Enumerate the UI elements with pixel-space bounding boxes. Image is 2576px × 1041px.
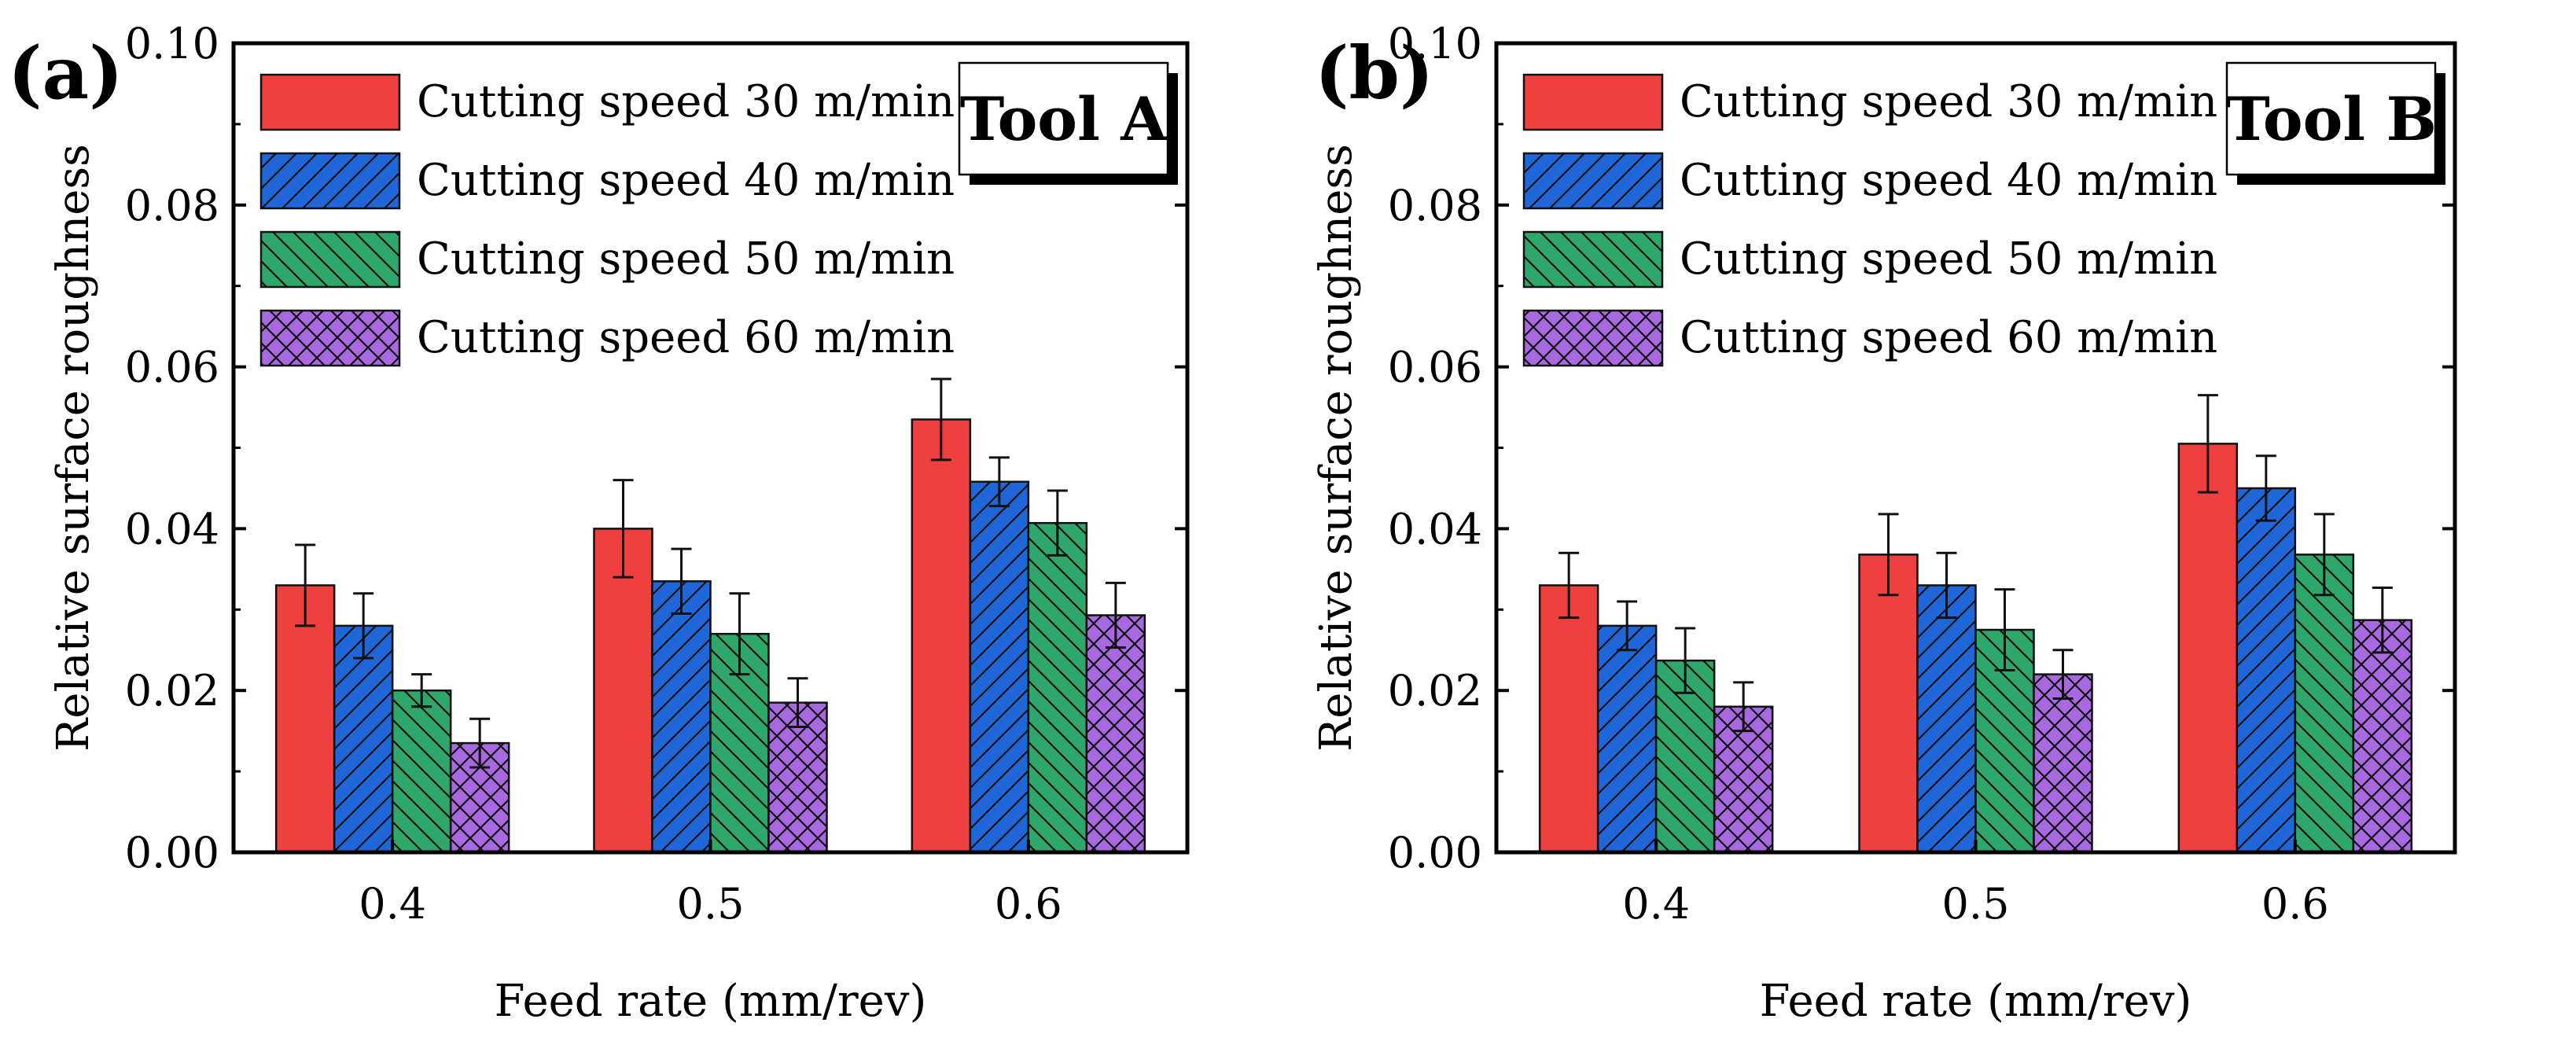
bar-1-s3-c2 <box>2352 619 2413 854</box>
bar-0-s3-c2 <box>1085 614 1146 854</box>
y-axis-title-0: Relative surface roughness <box>48 144 99 752</box>
xtick-label-1-0: 0.4 <box>1622 879 1690 929</box>
legend-swatch-0-2 <box>259 230 401 289</box>
ytick-label-0-0: 0.00 <box>125 828 219 877</box>
ytick-label-0-2: 0.04 <box>125 504 219 554</box>
bar-1-s0-c0 <box>1538 584 1599 854</box>
ytick-label-0-3: 0.06 <box>125 343 219 392</box>
legend-label-1-0: Cutting speed 30 m/min <box>1680 76 2217 127</box>
tool-label-box-0 <box>958 61 1169 176</box>
chart-panel-0: 0.00 0.02 0.04 0.06 0.08 0.10 0.4 0.5 0.6 Feed ra… <box>8 19 1190 1027</box>
bar-1-s0-c1 <box>1858 554 1919 854</box>
ytick-label-1-5: 0.10 <box>1388 19 1482 68</box>
panel-label-0: (a) <box>8 31 123 116</box>
ytick-label-1-0: 0.00 <box>1388 828 1482 877</box>
bar-0-s1-c2 <box>969 480 1030 854</box>
bar-1-s1-c1 <box>1916 584 1977 854</box>
legend-0: Cutting speed 30 m/min Cutting speed 40 m… <box>259 73 955 367</box>
bar-0-s1-c0 <box>333 624 394 854</box>
ytick-label-1-1: 0.02 <box>1388 666 1482 715</box>
bar-1-s1-c2 <box>2236 487 2297 854</box>
bar-0-s0-c0 <box>274 584 336 854</box>
legend-swatch-0-3 <box>259 309 401 367</box>
bar-0-s2-c2 <box>1027 521 1088 854</box>
legend-label-1-2: Cutting speed 50 m/min <box>1680 234 2217 285</box>
legend-swatch-0-0 <box>259 73 401 131</box>
legend-label-0-3: Cutting speed 60 m/min <box>417 312 955 363</box>
xtick-label-0-0: 0.4 <box>359 879 426 929</box>
y-axis-title-1: Relative surface roughness <box>1311 144 1362 752</box>
panel-label-1: (b) <box>1315 31 1433 116</box>
xtick-label-0-2: 0.6 <box>995 879 1062 929</box>
ytick-label-1-2: 0.04 <box>1388 504 1482 554</box>
legend-swatch-1-2 <box>1522 230 1664 289</box>
x-axis-title-1: Feed rate (mm/rev) <box>1760 976 2192 1027</box>
ytick-label-1-4: 0.08 <box>1388 181 1482 230</box>
tool-label-0: Tool A <box>960 84 1168 154</box>
x-axis-title-0: Feed rate (mm/rev) <box>495 976 927 1027</box>
bar-1-s2-c2 <box>2294 554 2355 854</box>
legend-label-0-0: Cutting speed 30 m/min <box>417 76 955 127</box>
bar-0-s2-c0 <box>391 689 452 854</box>
legend-swatch-0-1 <box>259 152 401 210</box>
legend-label-0-2: Cutting speed 50 m/min <box>417 234 955 285</box>
bar-1-s1-c0 <box>1596 624 1658 854</box>
xtick-label-1-2: 0.6 <box>2261 879 2329 929</box>
legend-swatch-1-0 <box>1522 73 1664 131</box>
tool-label-box-1 <box>2225 61 2437 176</box>
legend-label-0-1: Cutting speed 40 m/min <box>417 155 955 206</box>
bar-1-s0-c2 <box>2177 443 2239 854</box>
ytick-label-1-3: 0.06 <box>1388 343 1482 392</box>
tool-label-1: Tool B <box>2225 84 2437 154</box>
legend-swatch-1-3 <box>1522 309 1664 367</box>
bar-0-s0-c2 <box>911 418 972 854</box>
legend-1: Cutting speed 30 m/min Cutting speed 40 m… <box>1522 73 2217 367</box>
legend-swatch-1-1 <box>1522 152 1664 210</box>
legend-label-1-3: Cutting speed 60 m/min <box>1680 312 2217 363</box>
ytick-label-0-5: 0.10 <box>125 19 219 68</box>
bar-0-s1-c1 <box>651 580 712 854</box>
ytick-label-0-4: 0.08 <box>125 181 219 230</box>
xtick-label-1-1: 0.5 <box>1942 879 2010 929</box>
ytick-label-0-1: 0.02 <box>125 666 219 715</box>
legend-label-1-1: Cutting speed 40 m/min <box>1680 155 2217 206</box>
xtick-label-0-1: 0.5 <box>677 879 745 929</box>
chart-panel-1: 0.00 0.02 0.04 0.06 0.08 0.10 0.4 0.5 0.6 Feed ra… <box>1311 19 2457 1027</box>
bar-1-s3-c1 <box>2033 673 2093 854</box>
